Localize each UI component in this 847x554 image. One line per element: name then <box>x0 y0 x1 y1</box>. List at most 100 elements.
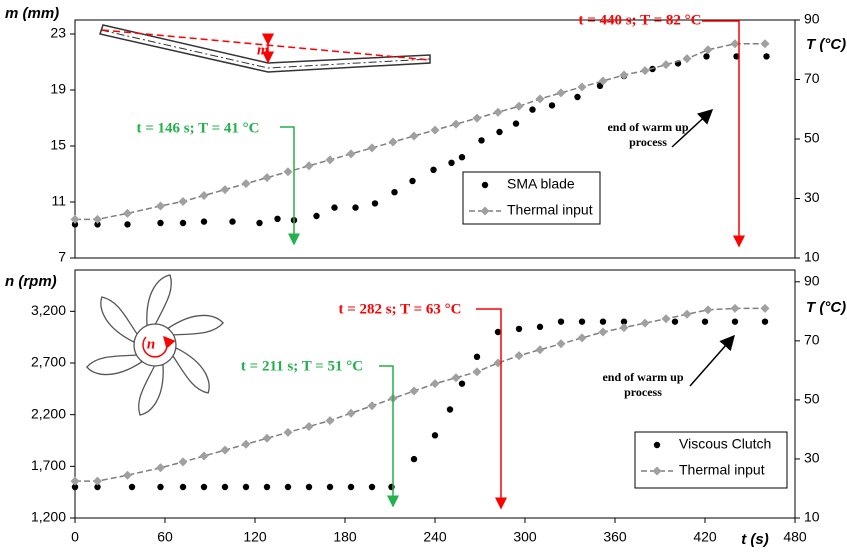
y2-tick-label: 90 <box>804 11 820 27</box>
data-point <box>179 483 187 491</box>
data-point <box>346 408 356 418</box>
fan-inset <box>86 274 224 416</box>
data-point <box>367 143 377 153</box>
data-point <box>347 483 355 491</box>
data-point <box>388 137 398 147</box>
data-point <box>446 406 454 413</box>
data-point <box>178 457 188 467</box>
data-point <box>430 125 440 135</box>
data-point <box>93 214 102 224</box>
y-tick-label: 19 <box>50 81 66 97</box>
data-point <box>661 60 671 70</box>
legend-label: Thermal input <box>679 462 765 478</box>
data-point <box>761 318 769 325</box>
data-point <box>731 318 739 325</box>
y-tick-label: 2,700 <box>31 354 66 370</box>
data-point <box>200 218 208 225</box>
data-point <box>535 345 545 355</box>
data-point <box>409 386 419 396</box>
data-point <box>514 101 524 111</box>
data-point <box>346 149 356 159</box>
data-point <box>410 455 418 463</box>
data-point <box>305 483 313 491</box>
legend-box <box>634 431 788 489</box>
data-point <box>577 333 587 343</box>
data-point <box>94 221 101 228</box>
data-point <box>367 401 377 411</box>
data-point <box>70 214 80 224</box>
data-point <box>124 221 131 228</box>
y2-tick-label: 10 <box>804 249 820 265</box>
y-axis-label: n (rpm) <box>5 273 57 290</box>
annotation-arrow <box>280 126 300 246</box>
annotation-text: process <box>629 135 667 149</box>
y2-axis-label: T (°C) <box>806 299 846 316</box>
annotation-text: end of warm up <box>607 120 688 134</box>
legend-label: Viscous Clutch <box>679 436 771 452</box>
annotation-arrow <box>671 108 714 148</box>
data-point <box>241 439 251 449</box>
annotation-text: t = 282 s; T = 63 °C <box>339 301 462 317</box>
data-point <box>221 483 229 491</box>
x-tick-label: 360 <box>603 529 627 545</box>
y2-axis-label: T (°C) <box>806 36 846 53</box>
x-axis-label: t (s) <box>741 531 769 548</box>
data-point <box>535 94 545 104</box>
data-point <box>331 204 338 211</box>
y2-tick-label: 30 <box>804 450 820 466</box>
blade-inset <box>99 24 431 73</box>
data-point <box>391 189 398 196</box>
annotation-arrow <box>379 365 399 508</box>
data-point <box>409 177 416 185</box>
data-point <box>596 82 604 90</box>
data-point <box>661 314 671 324</box>
data-point <box>763 53 770 60</box>
data-point <box>123 470 132 480</box>
data-point <box>157 483 164 491</box>
y-tick-label: 7 <box>58 249 66 265</box>
y-tick-label: 1,200 <box>31 509 66 525</box>
y-tick-label: 1,700 <box>31 457 66 473</box>
data-point <box>682 309 692 319</box>
data-point <box>578 318 586 325</box>
data-point <box>71 483 79 491</box>
data-point <box>496 128 503 136</box>
data-point <box>556 339 566 349</box>
data-point <box>409 131 419 141</box>
data-point <box>178 196 188 206</box>
data-point <box>313 212 320 220</box>
data-point <box>283 427 293 437</box>
data-point <box>494 328 502 336</box>
data-point <box>451 119 461 129</box>
annotation-arrow <box>689 334 735 387</box>
data-point <box>199 191 209 201</box>
data-point <box>493 107 503 117</box>
legend-label: Thermal input <box>507 202 593 218</box>
annotation-text: t = 211 s; T = 51 °C <box>241 358 363 374</box>
data-point <box>368 483 376 491</box>
data-point <box>93 476 102 486</box>
x-tick-label: 300 <box>513 529 537 545</box>
data-point <box>515 325 523 333</box>
inset-label: m <box>257 42 269 58</box>
y2-tick-label: 70 <box>804 332 820 348</box>
annotation-text: end of warm up <box>602 370 683 384</box>
data-point <box>599 318 607 325</box>
legend-marker <box>652 466 662 476</box>
data-point <box>262 173 272 183</box>
y2-tick-label: 30 <box>804 189 820 205</box>
data-point <box>619 323 629 333</box>
data-point <box>371 200 379 207</box>
data-point <box>458 380 466 387</box>
data-point <box>128 483 136 491</box>
data-point <box>448 159 455 166</box>
data-point <box>730 39 740 49</box>
data-point <box>123 208 132 218</box>
y-tick-label: 11 <box>51 193 66 209</box>
data-point <box>199 451 209 461</box>
data-point <box>536 323 544 331</box>
data-point <box>619 70 629 80</box>
y2-tick-label: 70 <box>804 70 820 86</box>
data-point <box>577 82 587 92</box>
